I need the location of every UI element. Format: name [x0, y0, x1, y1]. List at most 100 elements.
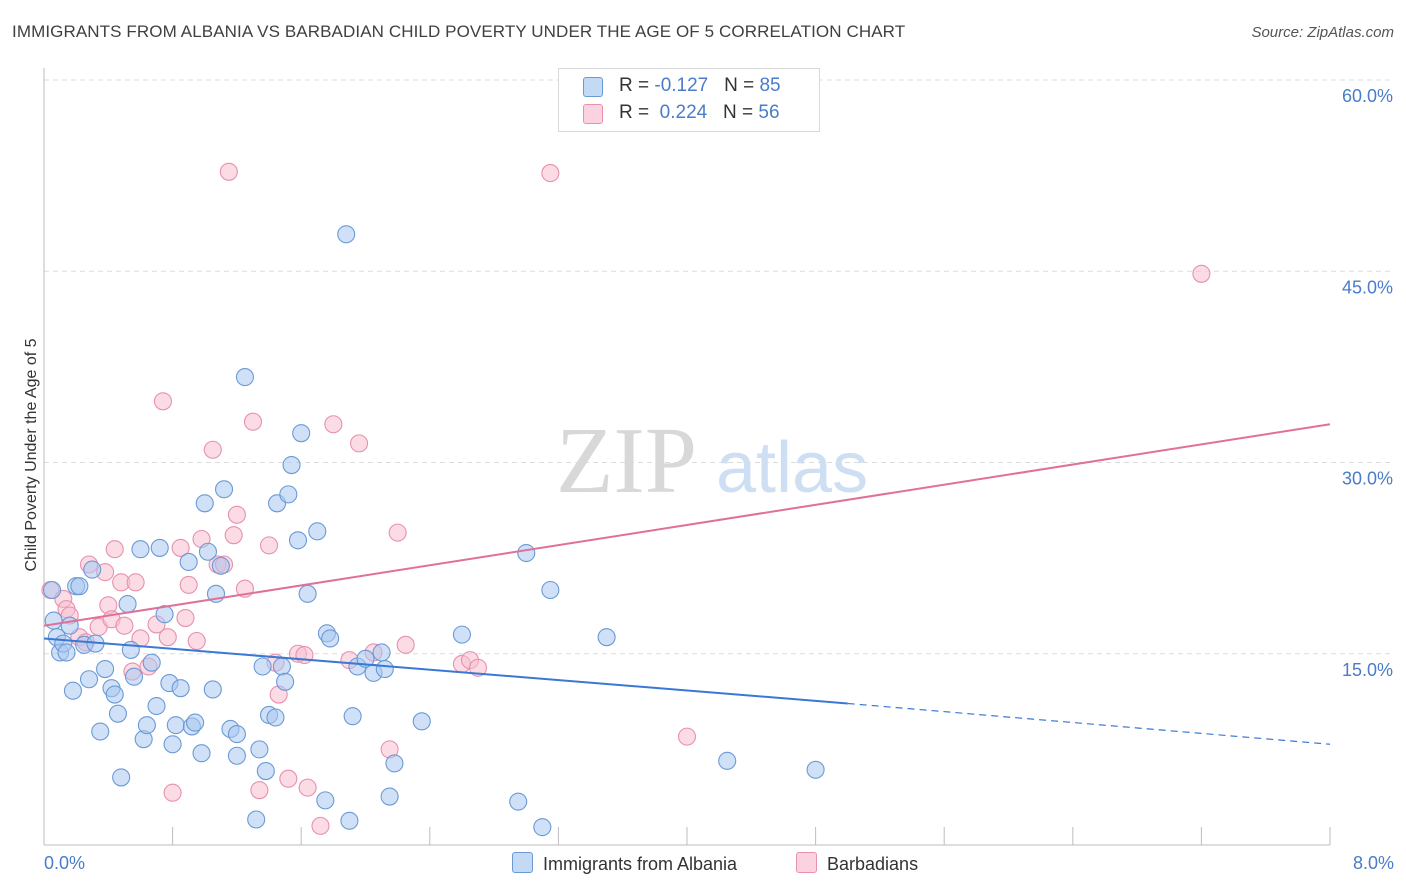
- watermark: ZIP atlas: [556, 409, 868, 513]
- albania-point: [63, 681, 82, 700]
- albania-point: [718, 751, 737, 770]
- albania-point: [235, 368, 254, 387]
- tick-labels: 15.0% 30.0% 45.0% 60.0% 0.0% 8.0%: [44, 86, 1394, 873]
- legend-swatch-barbadians: [796, 852, 817, 873]
- barbadian-point: [187, 631, 206, 651]
- barbadian-point: [126, 573, 145, 592]
- albania-point: [166, 716, 185, 735]
- axes: [43, 68, 1331, 846]
- albania-point: [343, 707, 362, 726]
- albania-point: [79, 670, 99, 689]
- albania-point: [266, 708, 285, 727]
- barbadian-point: [468, 658, 488, 677]
- stats-text: R = 0.224 N = 56: [619, 102, 780, 123]
- legend-barbadians[interactable]: Barbadians: [796, 852, 918, 875]
- barbadian-point: [350, 434, 369, 453]
- albania-point: [179, 552, 198, 572]
- albania-point: [806, 760, 825, 779]
- albania-point: [282, 455, 301, 475]
- grid-lines: [44, 79, 1394, 655]
- trend-line-albania: [43, 637, 848, 705]
- barbadian-point: [311, 816, 330, 835]
- albania-point: [137, 716, 156, 735]
- albania-point: [385, 754, 404, 773]
- albania-point: [227, 725, 246, 744]
- albania-point: [380, 787, 399, 806]
- points-barbadians: [41, 162, 1211, 835]
- albania-point: [337, 225, 356, 244]
- albania-point: [108, 704, 127, 723]
- barbadian-point: [219, 162, 238, 181]
- albania-point: [124, 667, 144, 686]
- barbadian-point: [298, 778, 317, 797]
- barbadian-point: [279, 769, 298, 788]
- albania-point: [91, 722, 110, 741]
- albania-point: [356, 649, 375, 668]
- legend-albania[interactable]: Immigrants from Albania: [512, 852, 737, 875]
- albania-point: [57, 643, 76, 662]
- albania-point: [155, 605, 174, 624]
- albania-point: [121, 640, 140, 659]
- barbadian-point: [243, 412, 263, 431]
- albania-point: [192, 744, 211, 763]
- y-tick-label: 15.0%: [1342, 660, 1393, 680]
- y-tick-label: 45.0%: [1342, 277, 1393, 297]
- barbadian-point: [250, 781, 269, 800]
- barbadian-point: [227, 505, 246, 524]
- albania-point: [308, 522, 327, 541]
- albania-point: [112, 768, 131, 787]
- albania-point: [276, 672, 295, 691]
- albania-point: [247, 810, 266, 829]
- albania-point: [195, 494, 214, 513]
- stats-legend: R = -0.127 N = 85 R = 0.224 N = 56: [558, 68, 820, 132]
- albania-point: [321, 629, 340, 648]
- albania-point: [96, 659, 115, 679]
- albania-point: [272, 657, 291, 676]
- albania-point: [142, 653, 161, 672]
- barbadian-point: [158, 628, 177, 647]
- albania-point: [203, 680, 222, 699]
- albania-point: [171, 679, 190, 698]
- albania-point: [186, 713, 205, 732]
- barbadian-point: [105, 540, 124, 559]
- points-albania: [42, 225, 825, 837]
- x-tick-label-min: 0.0%: [44, 853, 85, 873]
- swatch-barbadians: [583, 104, 603, 124]
- barbadian-point: [163, 783, 182, 802]
- albania-point: [279, 485, 298, 504]
- albania-point: [256, 761, 275, 781]
- watermark-zip: ZIP: [556, 409, 697, 513]
- albania-point: [105, 685, 124, 704]
- albania-point: [533, 818, 552, 837]
- albania-point: [147, 696, 166, 716]
- barbadian-point: [324, 415, 343, 434]
- albania-point: [288, 531, 308, 550]
- albania-point: [412, 712, 431, 731]
- albania-point: [292, 424, 311, 443]
- albania-point: [340, 811, 359, 830]
- albania-point: [298, 584, 317, 603]
- barbadian-point: [179, 575, 198, 594]
- albania-point: [198, 542, 218, 561]
- barbadian-point: [203, 440, 222, 459]
- legend-label-barbadians: Barbadians: [827, 854, 919, 874]
- barbadian-point: [677, 727, 697, 746]
- albania-point: [316, 791, 335, 810]
- albania-point: [517, 543, 536, 563]
- albania-point: [597, 628, 616, 647]
- trend-line-albania-extension: [847, 702, 1331, 745]
- albania-point: [70, 577, 89, 596]
- albania-point: [372, 643, 391, 662]
- barbadian-point: [171, 538, 190, 557]
- albania-point: [44, 611, 63, 630]
- albania-point: [227, 746, 246, 765]
- albania-point: [211, 556, 230, 575]
- barbadian-point: [153, 392, 173, 411]
- barbadian-point: [1192, 264, 1211, 283]
- barbadian-point: [115, 616, 134, 635]
- trend-lines: [43, 423, 1331, 745]
- watermark-atlas: atlas: [716, 428, 868, 508]
- barbadian-point: [224, 526, 243, 545]
- albania-point: [163, 735, 182, 754]
